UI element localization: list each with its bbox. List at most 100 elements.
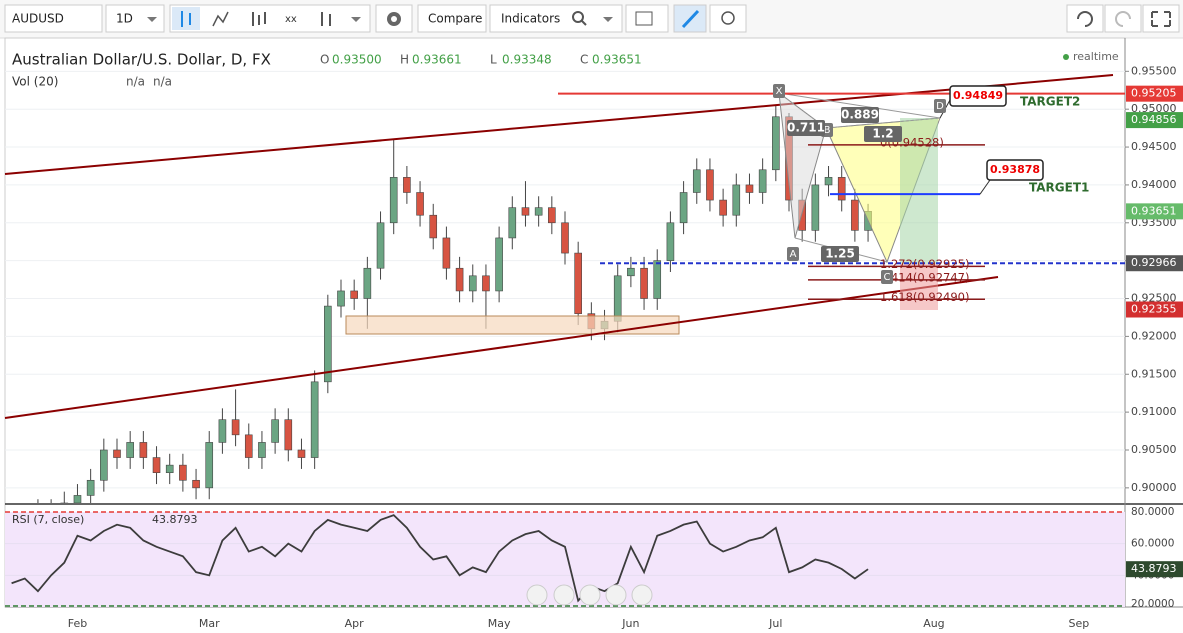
candle-body (152, 457, 161, 474)
point-box (881, 270, 893, 284)
callout-box (949, 85, 1007, 107)
callout-label: 0.93878 (990, 163, 1040, 176)
x-tick-label: Jun (621, 617, 639, 630)
status: realtime (1073, 50, 1119, 63)
candle-body (442, 237, 451, 269)
ohlc-key: C (580, 53, 588, 67)
indicators[interactable]: Indicators (501, 12, 560, 26)
chart-title: Australian Dollar/U.S. Dollar, D, FX (12, 51, 271, 69)
candle-body (548, 207, 556, 224)
x-tick-label: Apr (345, 617, 365, 630)
fib-label: 1.414(0.92747) (880, 270, 969, 284)
ohlc-value: 0.93500 (332, 53, 382, 67)
candle-body (218, 419, 227, 443)
candle-body (403, 177, 411, 193)
fib-label: 1.618(0.92490) (880, 290, 969, 304)
price-tag-label: 0.92966 (1131, 256, 1177, 269)
callout-box (986, 159, 1044, 181)
price-tag (1126, 301, 1183, 318)
interval[interactable]: 1D (116, 12, 133, 26)
scroll-control[interactable] (631, 584, 653, 606)
candle-body (350, 290, 358, 299)
ratio-label: 0.711 (787, 121, 825, 135)
rsi-tag (1126, 561, 1183, 578)
undo-button[interactable] (1066, 4, 1104, 33)
price-tag (1126, 85, 1183, 102)
x-tick-label: Mar (199, 617, 220, 630)
symbol-box[interactable] (4, 4, 103, 33)
scroll-control[interactable] (579, 584, 601, 606)
y-tick-label: 0.91500 (1131, 367, 1177, 380)
x-tick-label: Sep (1069, 617, 1090, 630)
price-tag (1126, 203, 1183, 220)
candle-body (376, 222, 385, 269)
price-tag-label: 0.94856 (1131, 113, 1177, 126)
candle-body (455, 267, 464, 292)
rsi-tick-label: 80.0000 (1131, 506, 1174, 518)
candle-body (495, 237, 503, 292)
ratio-box (864, 126, 902, 142)
candle-body (758, 169, 767, 193)
compare[interactable]: Compare (428, 12, 482, 26)
rsi-label: RSI (7, close) (12, 513, 84, 526)
point-box (773, 84, 785, 98)
candle-body (772, 116, 780, 171)
svg-text:xx: xx (285, 14, 297, 25)
ohlc-value: 0.93661 (412, 53, 462, 67)
candle-body (86, 479, 95, 496)
y-tick-label: 0.95000 (1131, 102, 1177, 115)
indicators-button[interactable] (489, 4, 623, 33)
candle-body (297, 449, 306, 458)
ohlc-key: L (490, 53, 497, 67)
candle-body (126, 442, 134, 458)
ohlc-value: 0.93651 (592, 53, 642, 67)
candle-body (179, 464, 187, 481)
candle-body (574, 252, 582, 314)
ohlc-key: H (400, 53, 409, 67)
candle-body (732, 184, 741, 216)
ratio-box (841, 107, 879, 123)
toolbar: AUDUSD 1D xx Compare Indicators (0, 0, 1183, 39)
target-label: TARGET1 (1029, 181, 1089, 195)
scroll-control[interactable] (553, 584, 575, 606)
harmonic-pattern (4, 74, 1114, 419)
chart-style-group[interactable] (169, 4, 371, 33)
rsi-value: 43.8793 (152, 513, 198, 526)
candle-body (205, 442, 214, 489)
candle-body (824, 177, 833, 186)
redo-button[interactable] (1104, 4, 1142, 33)
candle-body (534, 207, 543, 216)
ohlc-value: 0.93348 (502, 53, 552, 67)
candle-body (851, 199, 859, 231)
candle-body (310, 381, 319, 458)
candle-body (666, 222, 675, 261)
symbol[interactable]: AUDUSD (12, 12, 64, 26)
volume-value: n/a (153, 75, 172, 89)
scroll-control[interactable] (605, 584, 627, 606)
price-tag (1126, 255, 1183, 272)
candle-body (73, 495, 82, 503)
candle-body (613, 275, 622, 322)
candle-body (561, 222, 569, 254)
rsi-tick-label: 60.0000 (1131, 538, 1174, 550)
fib-label: 1.272(0.92925) (880, 257, 969, 271)
status-dot (1063, 54, 1069, 60)
price-tag-label: 0.95205 (1131, 87, 1177, 100)
x-tick-label: May (488, 617, 511, 630)
compare-button[interactable] (417, 4, 487, 33)
alert-button[interactable] (709, 4, 747, 33)
candle-body (389, 177, 398, 224)
point-label: A (790, 249, 797, 260)
point-box (934, 99, 946, 113)
scroll-control[interactable] (526, 584, 548, 606)
candle-body (811, 184, 820, 231)
volume-label: Vol (20) (12, 75, 58, 89)
template-button[interactable] (625, 4, 669, 33)
fullscreen-button[interactable] (1142, 4, 1180, 33)
candle-body (113, 449, 121, 458)
y-tick-label: 0.94000 (1131, 178, 1177, 191)
y-tick-label: 0.92500 (1131, 292, 1177, 305)
ratio-label: 0.889 (841, 108, 879, 122)
candle-body (482, 275, 490, 292)
price-tag (1126, 112, 1183, 129)
